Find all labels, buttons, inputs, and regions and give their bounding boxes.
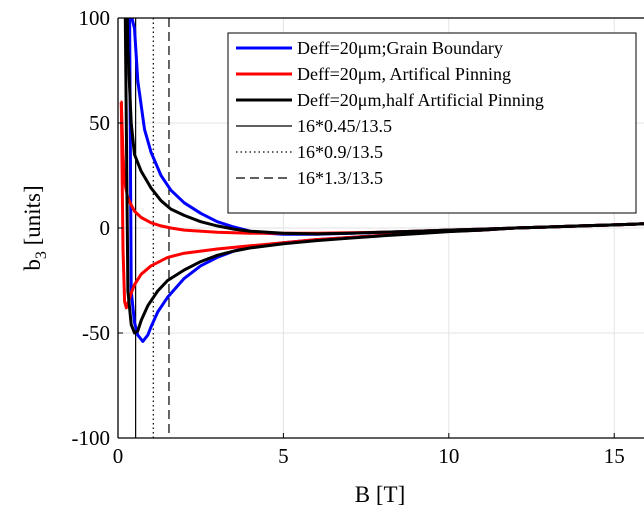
tick-labels: 0 5 10 15 -100 -50 0 50 100	[72, 6, 625, 468]
x-tick-label: 10	[438, 444, 459, 468]
y-axis-label-subscript: 3	[33, 251, 50, 259]
series-3-branch-2	[123, 18, 644, 335]
y-axis-label-main: b	[20, 259, 45, 271]
legend-label-2: Deff=20μm, Artifical Pinning	[297, 64, 511, 84]
legend-label-3: Deff=20μm,half Artificial Pinning	[297, 90, 544, 110]
x-axis-label: B [T]	[355, 482, 405, 507]
y-tick-label: 0	[100, 216, 111, 240]
y-tick-label: -100	[72, 426, 111, 450]
tick-marks	[117, 17, 615, 439]
y-axis-label-unit: [units]	[20, 185, 45, 251]
x-tick-label: 5	[278, 444, 289, 468]
legend-box	[227, 32, 637, 214]
y-axis-label: b3 [units]	[20, 185, 50, 270]
legend-label-1: Deff=20μm;Grain Boundary	[297, 38, 503, 58]
x-tick-label: 15	[604, 444, 625, 468]
x-tick-label: 0	[113, 444, 124, 468]
legend-label-5: 16*0.9/13.5	[297, 142, 383, 162]
legend: Deff=20μm;Grain Boundary Deff=20μm, Artif…	[227, 32, 637, 214]
y-tick-label: 100	[79, 6, 111, 30]
legend-label-6: 16*1.3/13.5	[297, 168, 383, 188]
legend-label-4: 16*0.45/13.5	[297, 116, 392, 136]
y-tick-label: 50	[89, 111, 110, 135]
y-tick-label: -50	[82, 321, 110, 345]
data-lines	[119, 18, 644, 438]
